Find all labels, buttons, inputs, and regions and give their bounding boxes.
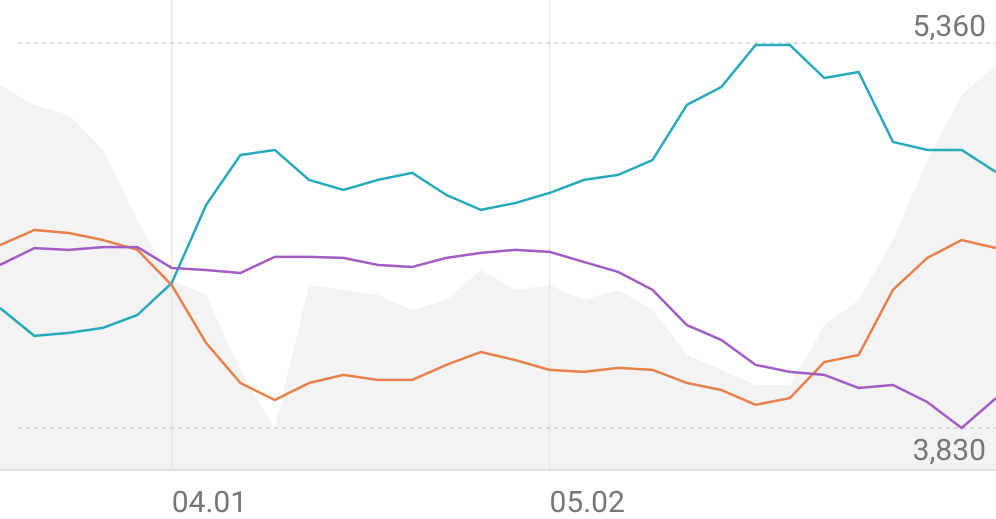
line-series: [0, 43, 996, 338]
y-tick-label: 3,830: [913, 433, 986, 468]
line-series: [0, 228, 996, 407]
x-tick-label: 05.02: [550, 485, 625, 519]
x-tick-label: 04.01: [172, 485, 247, 519]
line-series: [0, 245, 996, 430]
area: [0, 64, 996, 471]
y-tick-label: 5,360: [913, 9, 986, 44]
